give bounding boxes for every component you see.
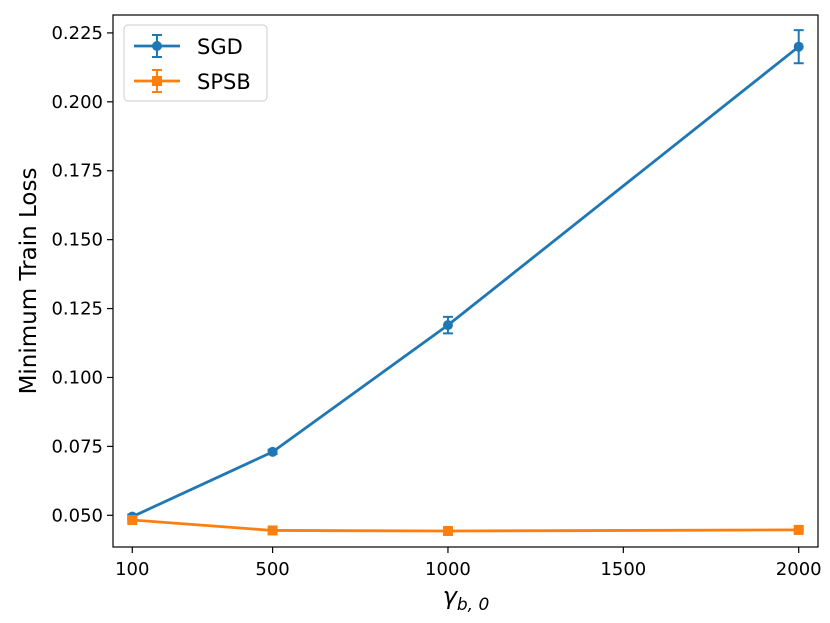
series-layer [127,29,804,537]
series-line-sgd [131,45,800,518]
y-tick-label: 0.100 [51,367,103,388]
data-point [267,525,278,536]
legend-marker [152,41,162,51]
x-tick-label: 500 [255,559,289,580]
x-axis-label: γb, 0 [443,582,490,615]
legend-label: SGD [197,35,243,59]
data-point [267,446,278,457]
legend-marker [152,76,162,86]
legend-item-sgd: SGD [134,34,243,59]
y-tick-label: 0.050 [51,505,103,526]
data-point [442,526,453,537]
y-tick-label: 0.175 [51,161,103,182]
x-tick-label: 2000 [776,559,822,580]
plot-background [113,15,818,547]
legend-item-spsb: SPSB [134,69,251,94]
x-tick-label: 1000 [425,559,471,580]
series-spsb [127,514,804,537]
axes-layer: 100 500 1000 1500 2000 0.050 0.075 0.100 0.125 0.… [51,14,822,580]
series-sgd [127,29,804,522]
x-tick-label: 1500 [600,559,646,580]
x-axis-label-subscript: b, 0 [457,595,489,615]
y-tick-label: 0.225 [51,23,103,44]
x-axis-label-base: γ [443,582,459,610]
series-line-spsb [132,518,799,533]
data-point [793,41,804,52]
y-tick-label: 0.200 [51,92,103,113]
data-point [442,320,453,331]
legend-label: SPSB [197,70,251,94]
y-axis-label: Minimum Train Loss [16,168,42,395]
data-point [793,524,804,535]
legend: SGD SPSB [123,24,268,102]
y-tick-label: 0.075 [51,436,103,457]
axes-frame [112,14,819,548]
data-point [127,514,138,525]
y-tick-label: 0.125 [51,299,103,320]
plot-area [113,15,818,547]
y-tick-label: 0.150 [51,230,103,251]
x-tick-label: 100 [115,559,149,580]
